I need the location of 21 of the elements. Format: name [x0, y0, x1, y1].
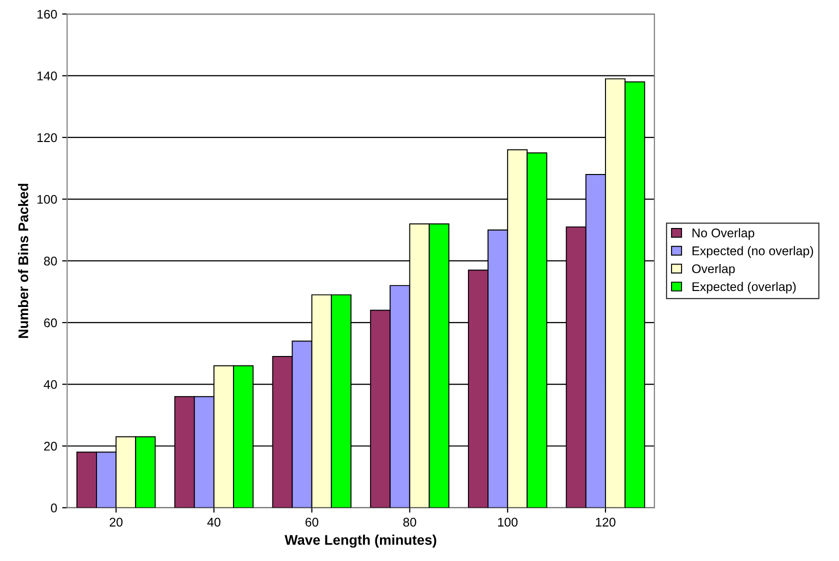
y-tick-label: 20	[44, 442, 57, 451]
y-tick-label: 160	[37, 10, 57, 19]
x-tick-label: 40	[207, 518, 220, 527]
y-tick-label: 0	[50, 504, 57, 512]
legend-label: Expected (no overlap)	[692, 246, 814, 258]
x-tick-label: 120	[596, 518, 616, 527]
y-tick-label: 100	[37, 194, 57, 204]
legend-label: Overlap	[692, 264, 735, 276]
x-tick-label: 60	[306, 518, 318, 527]
y-axis-title: Number of Bins Packed	[18, 184, 28, 338]
y-tick-label: 120	[37, 133, 57, 142]
y-tick-label: 60	[44, 318, 57, 328]
legend-label: Expected (overlap)	[692, 282, 796, 294]
y-tick-label: 80	[44, 256, 57, 266]
y-tick-label: 140	[37, 72, 57, 80]
legend-label: No Overlap	[692, 228, 754, 240]
y-tick-label: 40	[44, 380, 57, 389]
x-tick-label: 100	[498, 518, 518, 527]
x-tick-label: 20	[110, 518, 123, 527]
x-axis-title: Wave Length (minutes)	[284, 534, 436, 548]
x-tick-label: 80	[403, 518, 416, 527]
